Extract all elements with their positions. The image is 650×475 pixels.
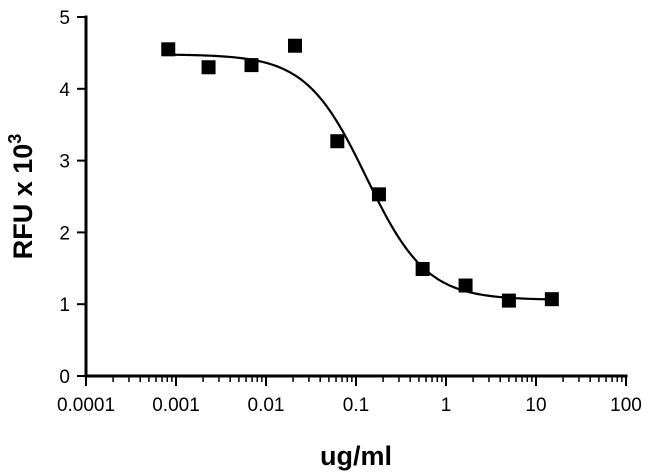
fit-curve-layer <box>168 53 552 301</box>
x-tick-label: 100 <box>610 395 642 416</box>
y-axis-title-main: RFU x 10 <box>8 144 38 260</box>
data-point <box>161 42 176 57</box>
data-point <box>544 292 559 307</box>
data-point <box>287 38 302 53</box>
x-tick-label: 0.01 <box>248 395 285 416</box>
y-tick-label: 5 <box>59 8 70 29</box>
y-tick-label: 4 <box>59 80 70 101</box>
y-axis-ticks: 0 1 2 3 4 5 <box>59 8 86 388</box>
y-axis-title-exponent: 3 <box>5 134 25 144</box>
y-tick-label: 2 <box>59 223 70 244</box>
x-tick-label: 0.0001 <box>57 395 115 416</box>
x-axis-ticks: 0.0001 0.001 0.01 0.1 1 10 100 <box>57 376 642 416</box>
data-point <box>458 278 473 293</box>
x-axis-title: ug/ml <box>320 441 392 471</box>
y-tick-label: 0 <box>59 367 70 388</box>
fit-curve <box>168 53 552 301</box>
axes <box>84 15 628 378</box>
data-point <box>501 293 516 308</box>
y-tick-label: 3 <box>59 152 70 173</box>
x-tick-label: 0.1 <box>343 395 369 416</box>
x-tick-label: 10 <box>525 395 546 416</box>
data-point <box>371 187 386 202</box>
x-tick-label: 1 <box>441 395 452 416</box>
data-points-layer <box>161 38 559 308</box>
data-point <box>201 60 216 75</box>
data-point <box>244 58 259 73</box>
x-tick-label: 0.001 <box>152 395 200 416</box>
y-tick-label: 1 <box>59 295 70 316</box>
data-point <box>415 262 430 277</box>
data-point <box>330 134 345 149</box>
y-axis-title: RFU x 103 <box>5 134 38 260</box>
